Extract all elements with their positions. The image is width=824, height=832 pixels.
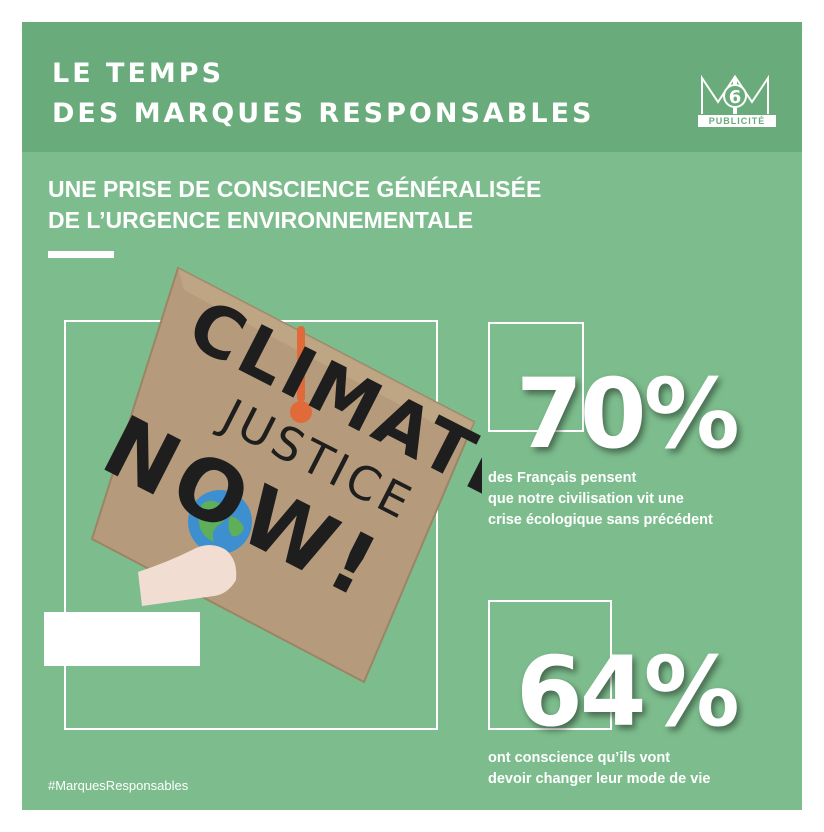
logo-numeral: 6	[729, 87, 742, 108]
header-band: LE TEMPS DES MARQUES RESPONSABLES 6 PUBL…	[22, 22, 802, 152]
brand-title-line1: LE TEMPS	[52, 58, 225, 89]
stat-value-2: 64%	[516, 636, 740, 748]
stat-description-1: des Français pensent que notre civilisat…	[488, 468, 713, 531]
stat-1-line2: que notre civilisation vit une	[488, 491, 684, 507]
logo-badge-label: PUBLICITÉ	[698, 115, 776, 127]
protest-sign-photo: CLIMATE JUSTICE NOW!	[62, 254, 537, 684]
infographic-card: LE TEMPS DES MARQUES RESPONSABLES 6 PUBL…	[22, 22, 802, 810]
stat-1-line3: crise écologique sans précédent	[488, 512, 713, 528]
stat-frame-1	[488, 322, 584, 432]
brand-title-line2: DES MARQUES RESPONSABLES	[52, 98, 595, 129]
brand-title: LE TEMPS DES MARQUES RESPONSABLES	[52, 54, 594, 134]
climate-sign-illustration: CLIMATE JUSTICE NOW!	[88, 266, 537, 684]
subtitle-line1: UNE PRISE DE CONSCIENCE GÉNÉRALISÉE	[48, 176, 542, 202]
m6-publicite-logo: 6 PUBLICITÉ	[696, 72, 782, 128]
m6-logo-icon: 6	[701, 74, 769, 114]
stat-description-2: ont conscience qu’ils vont devoir change…	[488, 748, 710, 790]
stat-2-line2: devoir changer leur mode de vie	[488, 771, 711, 787]
section-subtitle: UNE PRISE DE CONSCIENCE GÉNÉRALISÉE DE L…	[48, 174, 541, 236]
stat-1-line1: des Français pensent	[488, 470, 637, 486]
stat-frame-2	[488, 600, 612, 730]
stat-2-line1: ont conscience qu’ils vont	[488, 750, 671, 766]
subtitle-line2: DE L’URGENCE ENVIRONNEMENTALE	[48, 207, 474, 233]
stat-value-1: 70%	[516, 358, 740, 470]
decorative-white-block	[44, 612, 200, 666]
hashtag-label: #MarquesResponsables	[48, 778, 189, 793]
subtitle-underline	[48, 251, 114, 258]
